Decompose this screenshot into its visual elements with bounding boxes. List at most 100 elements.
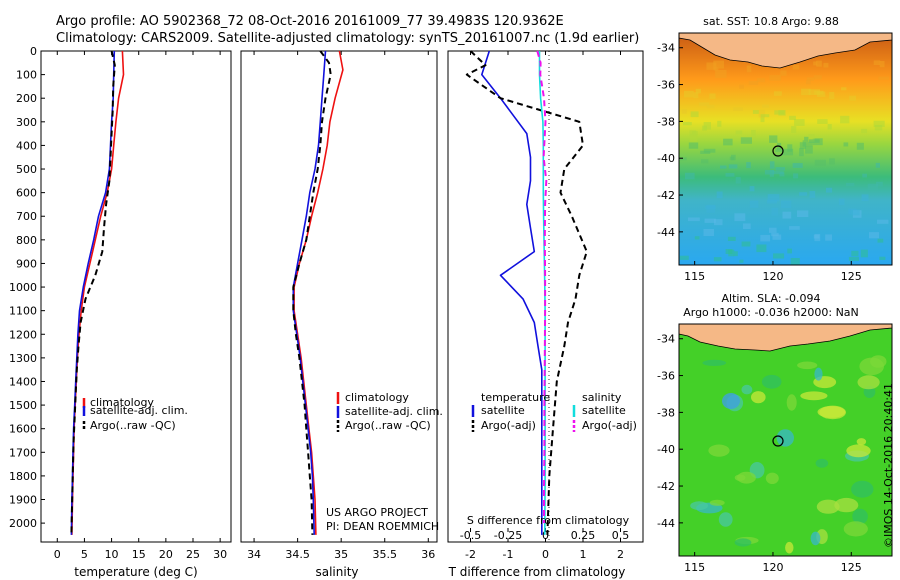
series-satellite [480,50,543,535]
sla-blob [843,521,868,537]
map-y-tick-label: -40 [657,443,675,456]
argo-location-marker [772,435,784,447]
y-tick-label: 1000 [9,281,37,294]
sst-pixel [816,60,822,67]
sst-pixel [698,102,710,107]
sla-blob [856,438,867,446]
sst-pixel [748,81,759,85]
y-tick-label: 500 [16,163,37,176]
sst-pixel [735,130,743,135]
salinity-ticks: 34 34.5 35 35.5 36 [247,51,435,561]
sst-pixel [867,183,878,191]
sst-pixel [728,164,738,169]
x-tick-label: 20 [159,548,173,561]
y-tick-label: 600 [16,187,37,200]
x-tick-label: 35.5 [372,548,397,561]
sst-pixel [715,70,727,78]
sst-pixel [781,200,792,209]
sst-pixel [741,241,751,247]
legend-salinity-title: salinity [582,391,622,404]
sst-pixel [764,170,775,175]
sst-pixel [703,229,714,236]
sst-pixel [787,144,793,152]
x-tick-label: 36 [421,548,435,561]
sla-blob [817,406,846,418]
sst-pixel [773,91,782,96]
series-satellite-adj-clim [70,50,116,535]
sla-blob [810,531,821,546]
sst-pixel [813,75,822,80]
sst-pixel [792,64,800,70]
series-argo-raw-qc [292,50,332,535]
sst-pixel [829,92,835,100]
sst-pixel [879,256,886,260]
sst-pixel [760,234,771,242]
sst-pixel [771,232,779,237]
sst-pixel [775,167,785,171]
sst-pixel [709,93,716,99]
sst-pixel [734,213,746,222]
sla-blob [797,361,818,370]
legend-climatology: climatology [345,391,409,404]
legend-satellite: satellite-adj. clim. [345,405,443,418]
y-tick-label: 300 [16,116,37,129]
sla-blob [751,391,766,404]
sst-pixel [879,61,885,68]
sst-pixel [782,211,792,219]
sst-pixel [775,148,783,152]
sst-pixel [706,62,717,70]
sst-pixel [813,234,820,239]
sst-pixel [848,256,859,261]
y-tick-label: 1200 [9,328,37,341]
y-tick-label: 1800 [9,470,37,483]
sst-pixel [876,181,883,187]
sla-low [722,393,740,409]
map-y-tick-label: -38 [657,406,675,419]
header-line1: Argo profile: AO 5902368_72 08-Oct-2016 … [56,14,564,29]
sst-pixel [725,249,733,254]
series-argo-adj [536,50,548,524]
sst-pixel [751,130,756,138]
sst-pixel [740,137,752,144]
sst-pixel [850,209,860,216]
sla-blob [741,384,753,395]
x-tick-label: 0 [54,548,61,561]
sst-pixel [679,157,687,161]
sst-pixel [846,182,855,187]
y-tick-label: 1900 [9,494,37,507]
y-tick-label: 2000 [9,517,37,530]
legend-temperature-title: temperature [481,391,550,404]
legend-s-satellite: satellite [582,404,626,417]
x-tick-label: 34.5 [285,548,310,561]
sst-pixel [862,173,867,178]
sla-map-ticks: 115 120 125 -34 -36 -38 -40 -42 -44 [657,333,862,574]
sst-pixel [806,77,815,81]
sla-blob [814,367,823,381]
sst-pixel [690,111,699,118]
sst-pixel [725,173,735,177]
sst-pixel [749,186,755,192]
sst-pixel [701,159,709,164]
sla-blob [846,444,871,458]
salinity-legend: climatology satellite-adj. clim. Argo(..… [336,391,443,432]
sst-pixel [802,140,813,147]
sst-pixel [799,192,808,196]
sst-pixel [749,200,759,208]
s-tick-label: 0.5 [612,529,630,542]
temperature-axes-box [40,50,232,543]
argo-location-marker [772,145,784,157]
sst-pixel [752,110,759,114]
y-tick-label: 0 [30,45,37,58]
header-line2: Climatology: CARS2009. Satellite-adjuste… [56,31,639,46]
series-satellite [538,51,546,535]
sst-pixel [792,163,803,168]
map-y-tick-label: -42 [657,189,675,202]
land-mass [678,323,893,352]
sla-blob [834,497,859,513]
sla-blob [765,472,779,484]
sst-pixel [760,116,765,123]
sst-pixel [774,110,785,115]
sst-pixel [790,258,800,266]
sst-pixel [794,119,805,126]
imos-credit: ©IMOS 14-Oct-2016 20:40:41 [882,383,895,548]
